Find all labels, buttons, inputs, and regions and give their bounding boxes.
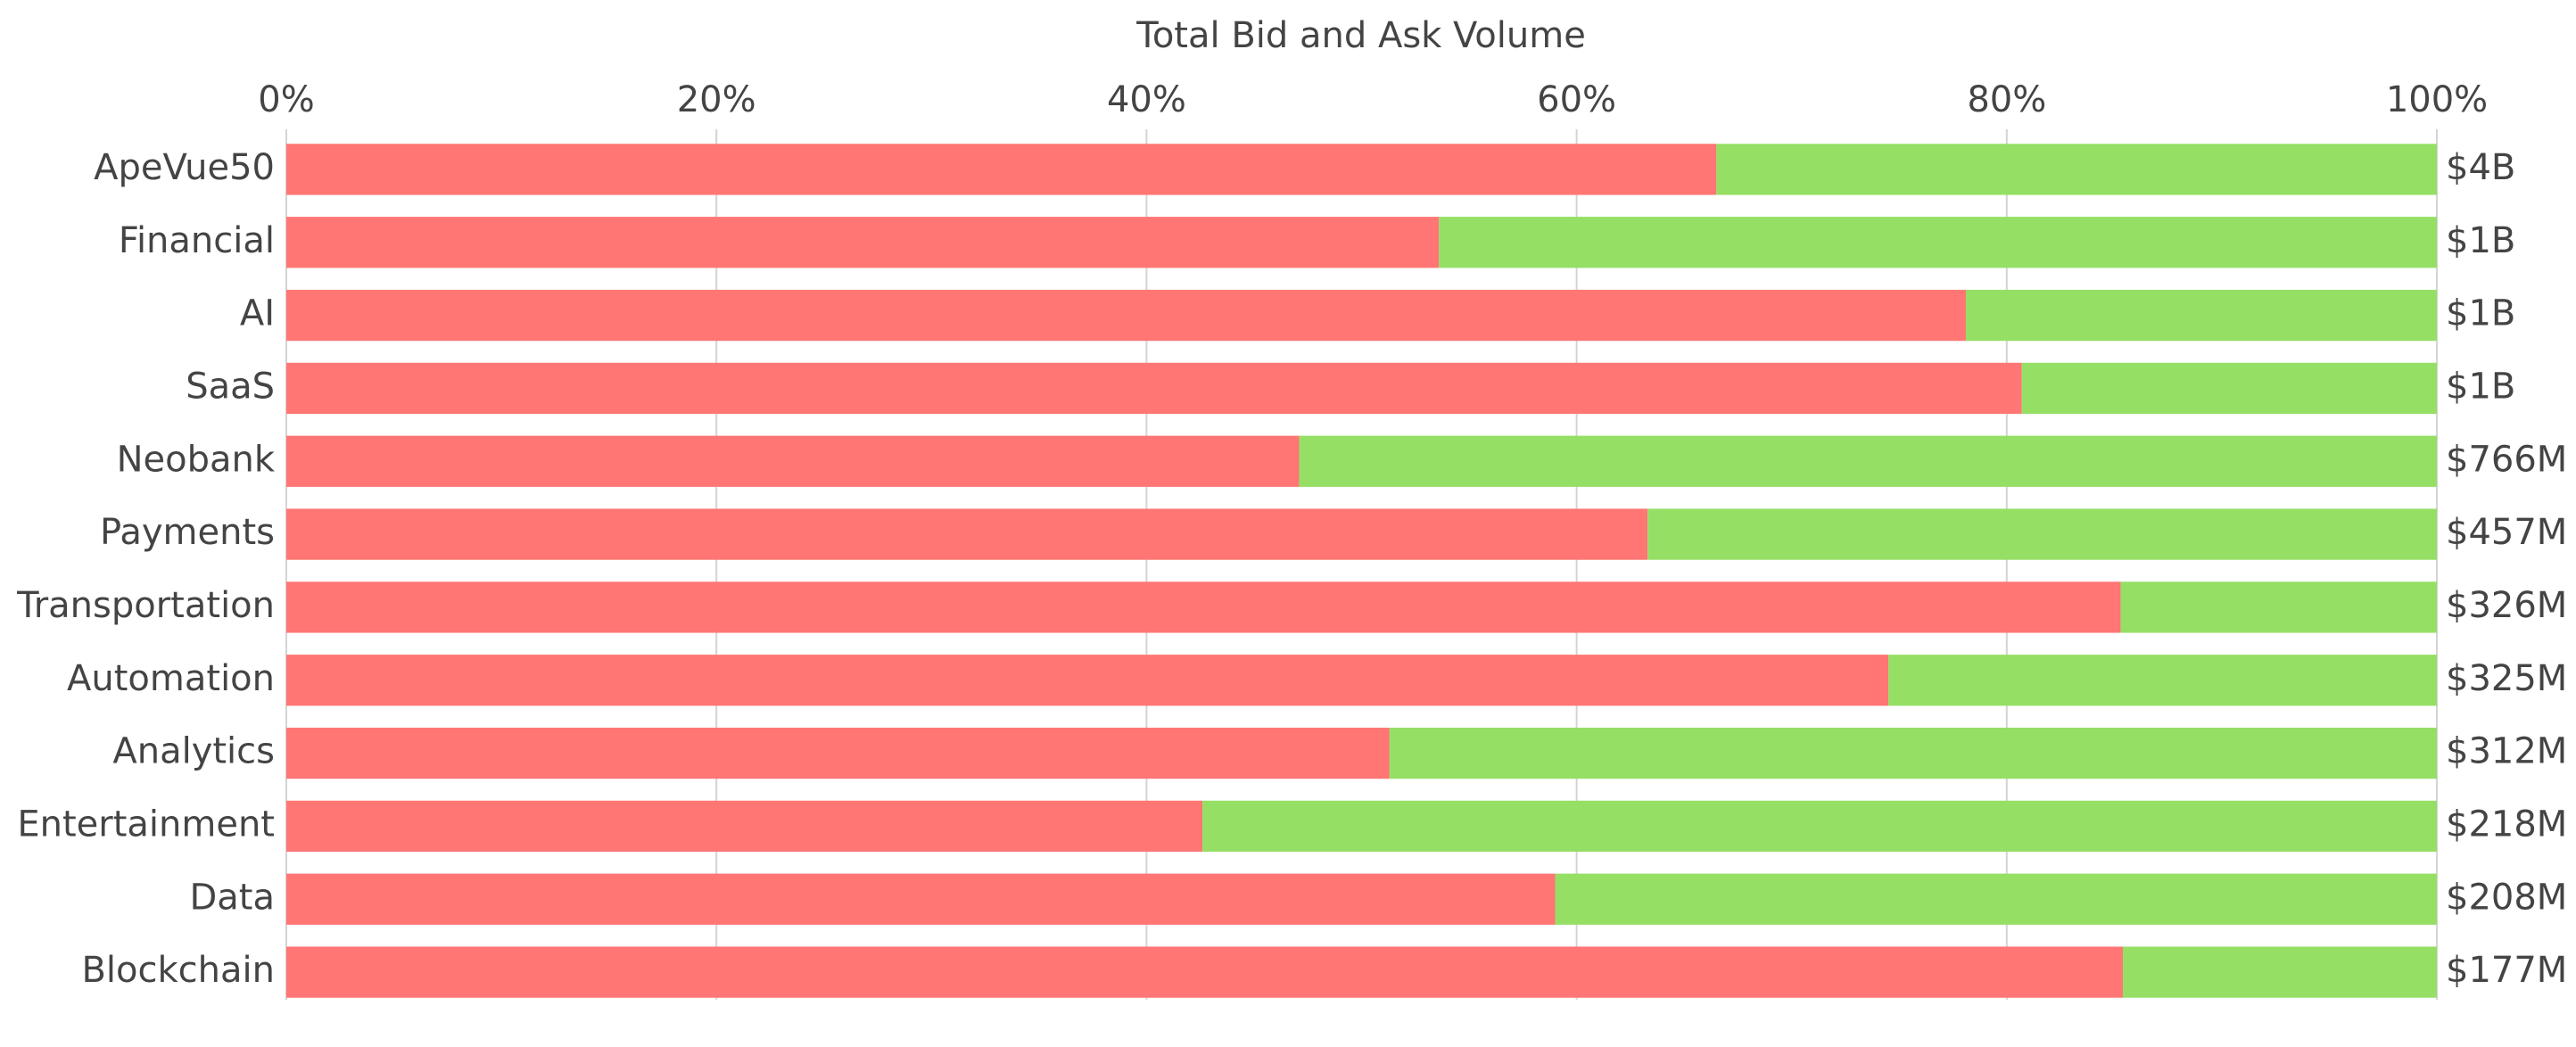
y-tick-label: Financial: [119, 220, 275, 261]
bar-segment: [1555, 873, 2437, 925]
total-label: $177M: [2446, 950, 2567, 991]
bar-segment: [286, 435, 1300, 487]
bar-segment: [1888, 655, 2437, 706]
bar-segment: [286, 508, 1648, 560]
bar-segment: [286, 581, 2121, 633]
bar-segment: [2120, 581, 2437, 633]
total-label: $457M: [2446, 512, 2567, 553]
bar-segment: [286, 144, 1717, 195]
bar-segment: [1965, 289, 2437, 342]
bar-segment: [1202, 800, 2437, 853]
y-tick-label: Analytics: [112, 731, 275, 772]
bar-segment: [286, 946, 2123, 998]
y-tick-label: ApeVue50: [94, 147, 275, 188]
total-label: $1B: [2446, 220, 2515, 261]
total-label: $326M: [2446, 585, 2567, 626]
total-label: $312M: [2446, 731, 2567, 772]
y-tick-label: Automation: [67, 658, 275, 699]
bar-segment: [1716, 144, 2437, 195]
bar-segment: [286, 800, 1203, 853]
bar-segment: [2021, 362, 2437, 415]
y-tick-label: Transportation: [16, 585, 275, 626]
bar-segment: [286, 362, 2022, 415]
x-tick-label: 40%: [1107, 79, 1186, 120]
y-tick-label: SaaS: [186, 366, 275, 407]
bar-segment: [1439, 217, 2437, 268]
total-label: $325M: [2446, 658, 2567, 699]
y-tick-label: AI: [240, 293, 275, 334]
y-tick-label: Blockchain: [81, 950, 275, 991]
total-label: $1B: [2446, 293, 2515, 334]
chart-title: Total Bid and Ask Volume: [1135, 15, 1586, 56]
total-label: $218M: [2446, 804, 2567, 845]
total-label: $766M: [2446, 439, 2567, 480]
x-tick-label: 0%: [258, 79, 314, 120]
bar-segment: [286, 873, 1556, 925]
x-tick-label: 60%: [1537, 79, 1616, 120]
bar-segment: [286, 727, 1390, 779]
bar-segment: [286, 289, 1966, 342]
y-tick-label: Neobank: [117, 439, 276, 480]
total-label: $208M: [2446, 877, 2567, 918]
x-tick-label: 80%: [1967, 79, 2046, 120]
y-tick-label: Data: [189, 877, 275, 918]
y-tick-label: Payments: [100, 512, 275, 553]
bar-segment: [1647, 508, 2437, 560]
bar-segment: [1389, 727, 2437, 779]
x-tick-label: 100%: [2386, 79, 2488, 120]
bar-segment: [286, 655, 1889, 706]
bar-segment: [2122, 946, 2437, 998]
x-tick-label: 20%: [677, 79, 756, 120]
bar-segment: [286, 217, 1440, 268]
total-label: $1B: [2446, 366, 2515, 407]
total-label: $4B: [2446, 147, 2515, 188]
bar-segment: [1299, 435, 2437, 487]
y-tick-label: Entertainment: [17, 804, 275, 845]
